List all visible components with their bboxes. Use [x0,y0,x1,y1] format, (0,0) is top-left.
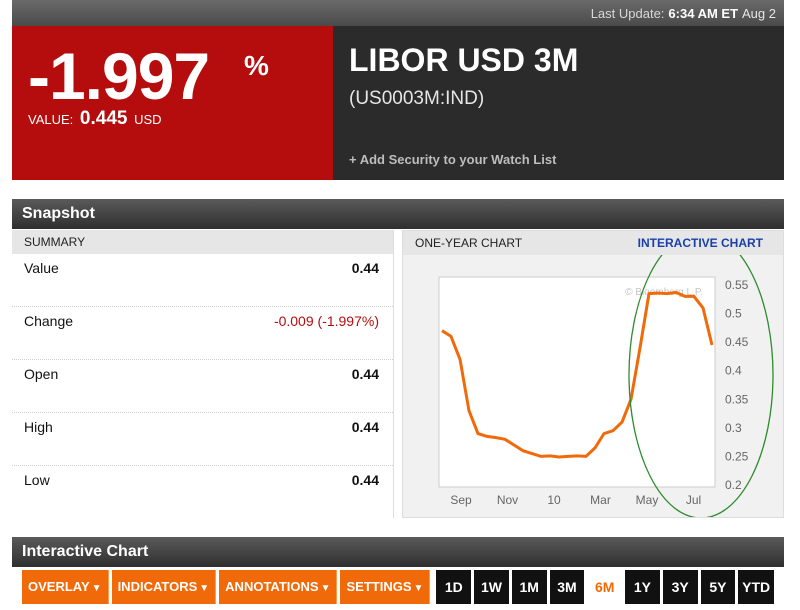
range-button-1y[interactable]: 1Y [625,570,660,604]
summary-label: SUMMARY [12,230,393,254]
snapshot-header: Snapshot [12,199,784,229]
value-row: VALUE: 0.445 USD [28,108,162,130]
y-tick-label: 0.4 [725,364,742,378]
security-ticker: (US0003M:IND) [349,88,485,109]
summary-row-low: Low 0.44 [12,466,393,519]
summary-row-open: Open 0.44 [12,360,393,413]
summary-row-value: Value 0.44 [12,254,393,307]
one-year-chart-panel: ONE-YEAR CHART INTERACTIVE CHART © Bloom… [402,230,784,518]
range-button-6m[interactable]: 6M [587,570,623,604]
series-line [441,290,714,459]
security-name: LIBOR USD 3M [349,42,579,78]
row-value: 0.44 [351,419,379,435]
row-label: High [24,419,53,435]
chevron-down-icon: ▼ [199,583,210,594]
chevron-down-icon: ▼ [91,583,102,594]
x-tick-label: 10 [547,493,561,507]
range-button-1m[interactable]: 1M [511,570,547,604]
range-button-ytd[interactable]: YTD [738,570,774,604]
row-label: Open [24,366,59,382]
one-year-chart-label: ONE-YEAR CHART [415,236,523,250]
last-update-label: Last Update: [590,5,665,21]
row-value: 0.44 [351,260,379,276]
y-tick-label: 0.2 [725,478,742,492]
row-value: 0.44 [351,472,379,488]
row-value: -0.009 (-1.997%) [273,313,379,329]
row-label: Low [24,472,50,488]
percent-sign: % [244,50,269,81]
last-update-date: Aug 2 [742,5,776,21]
x-tick-label: Mar [590,493,611,507]
security-header: LIBOR USD 3M (US0003M:IND) + Add Securit… [333,26,784,180]
range-button-1d[interactable]: 1D [436,570,472,604]
highlight-ellipse [628,255,774,517]
summary-panel: SUMMARY Value 0.44 Change -0.009 (-1.997… [12,230,394,518]
chevron-down-icon: ▼ [320,583,331,594]
overlay-menu-button[interactable]: OVERLAY ▼ [22,570,109,604]
one-year-chart-header: ONE-YEAR CHART INTERACTIVE CHART [403,231,783,255]
indicators-menu-button[interactable]: INDICATORS ▼ [111,570,217,604]
summary-row-high: High 0.44 [12,413,393,466]
status-bar: Last Update: 6:34 AM ET Aug 2 [12,0,784,26]
x-tick-label: May [636,493,659,507]
row-label: Change [24,313,74,329]
annotations-menu-button[interactable]: ANNOTATIONS ▼ [219,570,338,604]
y-tick-label: 0.5 [725,307,742,321]
range-button-5y[interactable]: 5Y [700,570,736,604]
y-tick-label: 0.25 [725,449,749,463]
currency-label: USD [134,112,162,127]
one-year-line-chart: © Bloomberg L.P. 0.20.250.30.350.40.450.… [438,255,774,517]
y-tick-label: 0.35 [725,392,749,406]
range-button-1w[interactable]: 1W [474,570,509,604]
x-tick-label: Sep [450,493,472,507]
y-tick-label: 0.55 [725,278,749,292]
last-update-time: 6:34 AM ET [668,5,739,21]
change-percent: -1.997 [28,39,210,113]
y-tick-label: 0.45 [725,335,749,349]
plot-area [438,276,716,488]
settings-menu-button[interactable]: SETTINGS ▼ [340,570,431,604]
row-value: 0.44 [351,366,379,382]
value-label: VALUE: [28,112,74,127]
x-tick-label: Jul [686,493,701,507]
quote-panel: -1.997 % VALUE: 0.445 USD [12,26,333,180]
interactive-chart-header: Interactive Chart [12,537,784,567]
chevron-down-icon: ▼ [413,583,424,594]
x-tick-label: Nov [497,493,518,507]
chart-toolbar: OVERLAY ▼ INDICATORS ▼ ANNOTATIONS ▼ SETTIN… [22,570,774,604]
summary-row-change: Change -0.009 (-1.997%) [12,307,393,360]
row-label: Value [24,260,59,276]
add-watchlist-link[interactable]: + Add Security to your Watch List [349,152,557,167]
value-number: 0.445 [79,108,128,129]
range-button-3y[interactable]: 3Y [662,570,698,604]
interactive-chart-link[interactable]: INTERACTIVE CHART [637,236,763,250]
range-button-3m[interactable]: 3M [549,570,585,604]
y-tick-label: 0.3 [725,421,742,435]
